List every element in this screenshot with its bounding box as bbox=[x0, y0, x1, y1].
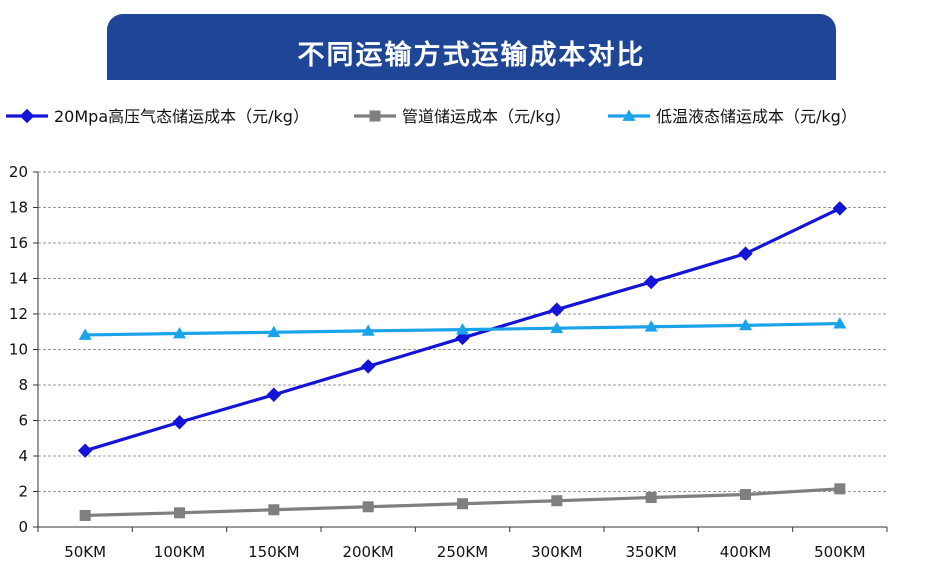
chart-title: 不同运输方式运输成本对比 bbox=[297, 40, 646, 71]
title-banner: 不同运输方式运输成本对比 bbox=[107, 14, 836, 80]
y-tick-label: 12 bbox=[9, 305, 28, 323]
x-tick-label: 200KM bbox=[342, 543, 393, 561]
y-tick-label: 14 bbox=[9, 270, 28, 288]
data-point bbox=[266, 387, 282, 402]
data-point bbox=[172, 415, 187, 430]
y-tick-label: 16 bbox=[9, 234, 28, 252]
x-tick-label: 250KM bbox=[437, 543, 488, 561]
data-point bbox=[549, 302, 565, 317]
legend-label: 管道储运成本（元/kg） bbox=[402, 107, 571, 126]
legend-marker bbox=[19, 108, 35, 124]
legend-label: 低温液态储运成本（元/kg） bbox=[656, 107, 857, 126]
data-point bbox=[268, 504, 280, 516]
data-point bbox=[360, 359, 376, 374]
data-point bbox=[551, 495, 563, 507]
data-point bbox=[174, 507, 185, 519]
data-point bbox=[832, 201, 848, 216]
data-point bbox=[173, 327, 186, 339]
data-point bbox=[738, 246, 753, 261]
y-tick-label: 4 bbox=[18, 447, 28, 465]
y-tick-label: 10 bbox=[9, 341, 28, 359]
data-point bbox=[645, 492, 657, 504]
legend-marker bbox=[369, 110, 381, 122]
x-tick-label: 100KM bbox=[154, 543, 205, 561]
data-point bbox=[739, 318, 752, 331]
data-point bbox=[644, 320, 658, 332]
data-point bbox=[77, 443, 93, 458]
y-tick-label: 2 bbox=[18, 483, 28, 501]
data-point bbox=[834, 483, 846, 495]
data-point bbox=[455, 330, 470, 346]
y-tick-label: 6 bbox=[18, 412, 28, 430]
legend-marker bbox=[622, 109, 636, 121]
x-tick-label: 400KM bbox=[720, 543, 771, 561]
data-point bbox=[362, 501, 374, 513]
data-point bbox=[361, 324, 375, 336]
y-tick-label: 18 bbox=[9, 199, 28, 217]
y-tick-label: 8 bbox=[18, 376, 28, 394]
x-tick-label: 300KM bbox=[531, 543, 582, 561]
data-point bbox=[78, 328, 92, 340]
legend-label: 20Mpa高压气态储运成本（元/kg） bbox=[54, 107, 309, 126]
data-point bbox=[457, 498, 468, 510]
data-point bbox=[833, 317, 847, 329]
data-point bbox=[643, 274, 659, 290]
x-tick-label: 150KM bbox=[248, 543, 299, 561]
y-tick-label: 20 bbox=[9, 163, 28, 181]
data-point bbox=[79, 509, 91, 521]
data-point bbox=[740, 489, 751, 501]
x-tick-label: 350KM bbox=[625, 543, 676, 561]
data-point bbox=[456, 323, 469, 335]
x-tick-label: 500KM bbox=[814, 543, 865, 561]
x-tick-label: 50KM bbox=[64, 543, 106, 561]
data-point bbox=[267, 325, 281, 338]
y-tick-label: 0 bbox=[18, 518, 28, 536]
data-point bbox=[550, 321, 564, 334]
